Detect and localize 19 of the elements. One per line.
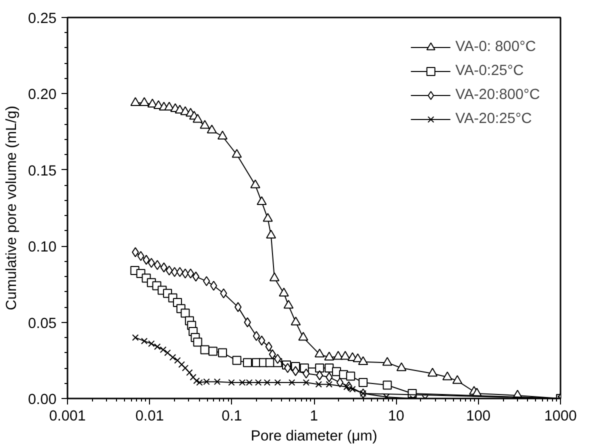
y-tick-label: 0.05 (28, 316, 57, 332)
y-tick-label: 0.00 (28, 392, 57, 408)
x-axis-title: Pore diameter (μm) (250, 428, 378, 444)
legend-label: VA-20:800°C (455, 87, 540, 103)
x-tick-label: 1000 (544, 408, 577, 424)
legend-label: VA-20:25°C (455, 111, 532, 127)
y-tick-label: 0.25 (28, 11, 57, 27)
x-tick-label: 1 (310, 408, 318, 424)
legend-label: VA-0:25°C (455, 63, 524, 79)
y-tick-label: 0.15 (28, 163, 57, 180)
x-tick-label: 0.1 (222, 408, 242, 424)
x-tick-label: 10 (388, 408, 404, 424)
y-tick-label: 0.20 (28, 87, 57, 104)
x-tick-label: 0.001 (49, 408, 86, 424)
y-tick-label: 0.10 (28, 240, 57, 256)
x-tick-label: 0.01 (135, 408, 164, 424)
y-axis-title: Cumulative pore volume (mL/g) (4, 106, 20, 310)
legend-label: VA-0: 800°C (455, 39, 536, 55)
x-tick-label: 100 (466, 408, 491, 424)
